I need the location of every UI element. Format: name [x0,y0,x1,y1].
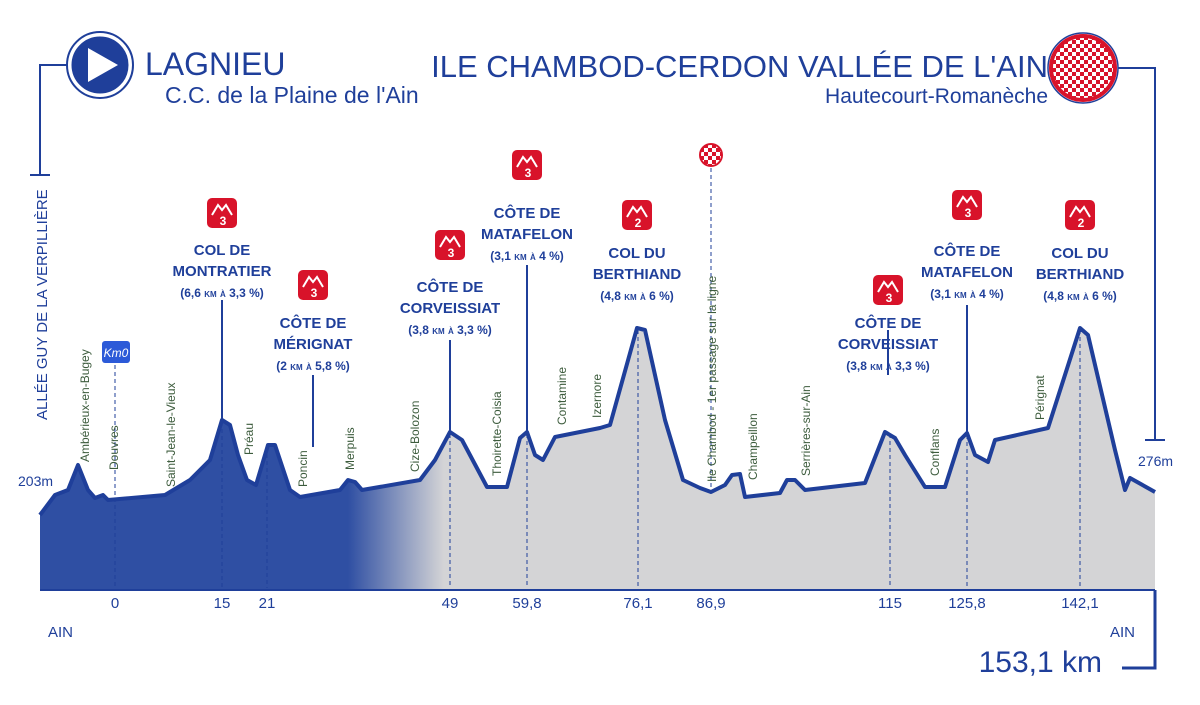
start-department: AIN [48,624,73,641]
climb-category: 3 [525,166,532,180]
climb-icon [622,200,652,230]
climb-detail: (4,8 km à 6 %) [1043,289,1117,303]
climb-category: 2 [635,216,642,230]
finish-subtitle: Hautecourt-Romanèche [825,85,1048,108]
km0-badge [102,341,130,363]
climb-detail: (3,8 km à 3,3 %) [408,323,492,337]
finish-icon [1049,34,1117,102]
climb-name: CORVEISSIAT [838,336,938,353]
climb-name: CÔTE DE [934,242,1001,260]
climb-category: 3 [311,286,318,300]
climb-name: CÔTE DE [280,314,347,332]
place-label: Pérignat [1033,375,1047,420]
km-label: 76,1 [623,595,652,612]
climb-name: CÔTE DE [494,204,561,222]
climb-icon [1065,200,1095,230]
climb-icon [207,198,237,228]
place-label: Thoirette-Coisia [490,391,504,476]
km-label: 125,8 [948,595,986,612]
intermediate-icon [699,143,723,167]
climb-detail: (4,8 km à 6 %) [600,289,674,303]
climb-category: 3 [965,206,972,220]
climb-detail: (6,6 km à 3,3 %) [180,286,264,300]
climb-category: 3 [220,214,227,228]
climb-mountain [516,155,538,168]
km-label: 142,1 [1061,595,1099,612]
start-name: LAGNIEU [145,46,285,82]
climb-icon [952,190,982,220]
start-altitude: 203m [18,473,53,489]
km-label: 59,8 [512,595,541,612]
climb-icon [512,150,542,180]
climb-mountain [1069,205,1091,218]
km-label: 115 [878,595,902,612]
profile-line [38,326,1156,517]
total-distance: 153,1 km [979,646,1102,679]
climb-name: CÔTE DE [417,278,484,296]
place-label: Contamine [555,367,569,425]
km-label: 86,9 [696,595,725,612]
profile-area [40,328,1155,590]
place-label: Ambérieux-en-Bugey [78,349,92,462]
climb-mountain [302,275,324,288]
climb-name: MATAFELON [481,226,573,243]
start-arrow [88,48,118,82]
km-label: 21 [259,595,276,612]
climb-name: CORVEISSIAT [400,300,500,317]
climb-category: 2 [1078,216,1085,230]
km-label: 0 [111,595,119,612]
dynamic-layer: 0 15 21 49 59,8 76,1 86,9 115 125,8 142,1 Ambérieu… [78,150,1124,612]
climb-name: MÉRIGNAT [274,336,353,353]
climb-mountain [956,195,978,208]
finish-name: ILE CHAMBOD-CERDON VALLÉE DE L'AIN [431,49,1048,84]
climb-icon [298,270,328,300]
finish-bracket [1118,67,1156,440]
place-label: Merpuis [343,427,357,470]
place-label: Serrières-sur-Ain [799,385,813,476]
climb-detail: (3,8 km à 3,3 %) [846,359,930,373]
place-label: Poncin [296,450,310,487]
finish-altitude: 276m [1138,453,1173,469]
km0-label: Km0 [104,346,129,360]
climb-name: BERTHIAND [1036,266,1124,283]
distance-bracket [1122,590,1157,670]
climb-name: MATAFELON [921,264,1013,281]
climb-icon [873,275,903,305]
climb-detail: (3,1 km à 4 %) [490,249,564,263]
climb-mountain [211,203,233,216]
place-label: Douvres [107,425,121,470]
finish-department: AIN [1110,624,1135,641]
intermediate-label: Ile Chambod - 1er passage sur la ligne [705,276,719,482]
climb-mountain [877,280,899,293]
start-street: ALLÉE GUY DE LA VERPILLIÈRE [34,189,51,420]
km-label: 49 [442,595,459,612]
place-label: Saint-Jean-le-Vieux [164,382,178,487]
climb-category: 3 [448,246,455,260]
climb-name: MONTRATIER [173,263,272,280]
climb-name: BERTHIAND [593,266,681,283]
climb-detail: (3,1 km à 4 %) [930,287,1004,301]
climb-name: COL DE [194,242,250,259]
place-label: Préau [242,423,256,455]
climb-mountain [626,205,648,218]
start-subtitle: C.C. de la Plaine de l'Ain [165,82,419,108]
place-label: Conflans [928,429,942,476]
climb-category: 3 [886,291,893,305]
climb-mountain [439,235,461,248]
climb-name: COL DU [1051,245,1108,262]
place-label: Champeillon [746,413,760,480]
climb-name: CÔTE DE [855,314,922,332]
climb-detail: (2 km à 5,8 %) [276,359,350,373]
place-label: Cize-Bolozon [408,401,422,472]
place-label: Izernore [590,374,604,418]
start-bracket [39,64,67,175]
climb-name: COL DU [608,245,665,262]
climb-icon [435,230,465,260]
km-label: 15 [214,595,231,612]
